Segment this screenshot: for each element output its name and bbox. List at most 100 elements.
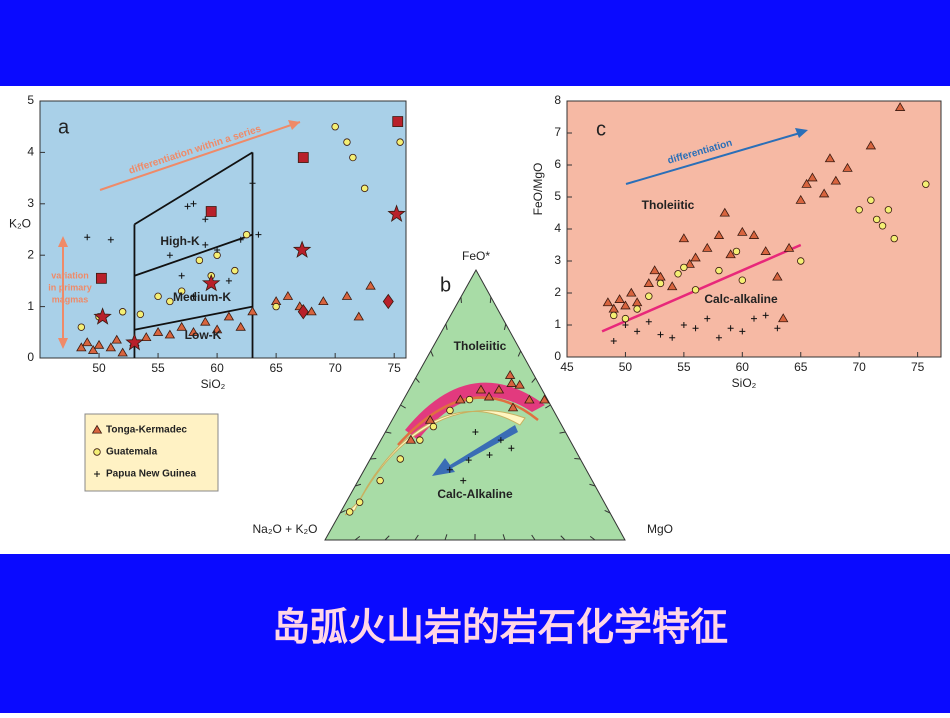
x-tick-label: 70 — [328, 361, 342, 375]
point — [350, 154, 357, 161]
field-label: High-K — [160, 234, 200, 248]
legend-label: Papua New Guinea — [106, 469, 196, 480]
point — [634, 306, 641, 313]
x-tick-label: 45 — [560, 360, 574, 374]
x-tick-label: 65 — [794, 360, 808, 374]
x-axis-label: SiO₂ — [201, 377, 226, 391]
point — [716, 267, 723, 274]
y-axis-label: K₂O — [9, 217, 31, 231]
point — [879, 223, 886, 230]
point — [346, 509, 353, 516]
field-label: Calc-Alkaline — [437, 487, 513, 501]
point — [393, 117, 403, 127]
point — [356, 499, 363, 506]
legend-label: Tonga-Kermadec — [106, 425, 187, 436]
y-tick-label: 1 — [27, 299, 34, 313]
apex-label: Na₂O + K₂O — [252, 522, 317, 536]
point — [397, 456, 404, 463]
point — [377, 477, 384, 484]
legend-label: Guatemala — [106, 447, 158, 458]
point — [692, 287, 699, 294]
point — [273, 303, 280, 310]
point — [344, 139, 351, 146]
y-tick-label: 5 — [27, 93, 34, 107]
y-tick-label: 3 — [554, 253, 561, 267]
x-axis-label: SiO₂ — [732, 376, 757, 390]
point — [417, 437, 424, 444]
point — [447, 407, 454, 414]
point — [610, 312, 617, 319]
point — [657, 280, 664, 287]
point — [856, 207, 863, 214]
point — [196, 257, 203, 264]
y-tick-label: 1 — [554, 317, 561, 331]
point — [232, 267, 239, 274]
top-band — [0, 0, 950, 86]
panel-label: b — [440, 274, 451, 296]
y-tick-label: 2 — [27, 247, 34, 261]
point — [397, 139, 404, 146]
point — [96, 273, 106, 283]
point — [155, 293, 162, 300]
point — [466, 396, 473, 403]
point — [119, 308, 126, 315]
y-axis-label: FeO/MgO — [531, 163, 545, 216]
x-tick-label: 70 — [853, 360, 867, 374]
x-tick-label: 55 — [677, 360, 691, 374]
point — [206, 207, 216, 217]
point — [646, 293, 653, 300]
y-tick-label: 4 — [554, 221, 561, 235]
annotation: magmas — [52, 294, 89, 304]
field-label: Tholeiitic — [454, 339, 507, 353]
point — [681, 264, 688, 271]
field-label: Tholeiitic — [642, 198, 695, 212]
y-tick-label: 4 — [27, 145, 34, 159]
y-tick-label: 0 — [27, 350, 34, 364]
field-label: Low-K — [185, 328, 222, 342]
point — [243, 231, 250, 238]
field-label: Medium-K — [173, 290, 231, 304]
point — [298, 153, 308, 163]
point — [430, 423, 437, 430]
edge-tick — [370, 458, 376, 459]
y-tick-label: 5 — [554, 189, 561, 203]
slide-title: 岛弧火山岩的岩石化学特征 — [272, 606, 728, 649]
y-tick-label: 2 — [554, 285, 561, 299]
edge-tick — [461, 297, 462, 303]
annotation: in primary — [48, 282, 92, 292]
panel-label: c — [596, 118, 606, 140]
y-tick-label: 3 — [27, 196, 34, 210]
apex-label: MgO — [647, 522, 673, 536]
x-tick-label: 65 — [269, 361, 283, 375]
x-tick-label: 75 — [388, 361, 402, 375]
field-label: Calc-alkaline — [704, 292, 778, 306]
edge-tick — [490, 297, 491, 303]
point — [891, 235, 898, 242]
x-tick-label: 75 — [911, 360, 925, 374]
point — [94, 449, 101, 456]
edge-tick — [574, 458, 580, 459]
point — [137, 311, 144, 318]
point — [885, 207, 892, 214]
x-tick-label: 60 — [736, 360, 750, 374]
point — [675, 271, 682, 278]
x-tick-label: 60 — [210, 361, 224, 375]
x-tick-label: 50 — [92, 361, 106, 375]
annotation: variation — [51, 270, 89, 280]
point — [361, 185, 368, 192]
point — [873, 216, 880, 223]
point — [739, 277, 746, 284]
y-tick-label: 6 — [554, 157, 561, 171]
point — [923, 181, 930, 188]
point — [733, 248, 740, 255]
point — [78, 324, 85, 331]
point — [332, 123, 339, 130]
x-tick-label: 50 — [619, 360, 633, 374]
point — [868, 197, 875, 204]
y-tick-label: 7 — [554, 125, 561, 139]
y-tick-label: 0 — [554, 349, 561, 363]
x-tick-label: 55 — [151, 361, 165, 375]
point — [622, 315, 629, 322]
